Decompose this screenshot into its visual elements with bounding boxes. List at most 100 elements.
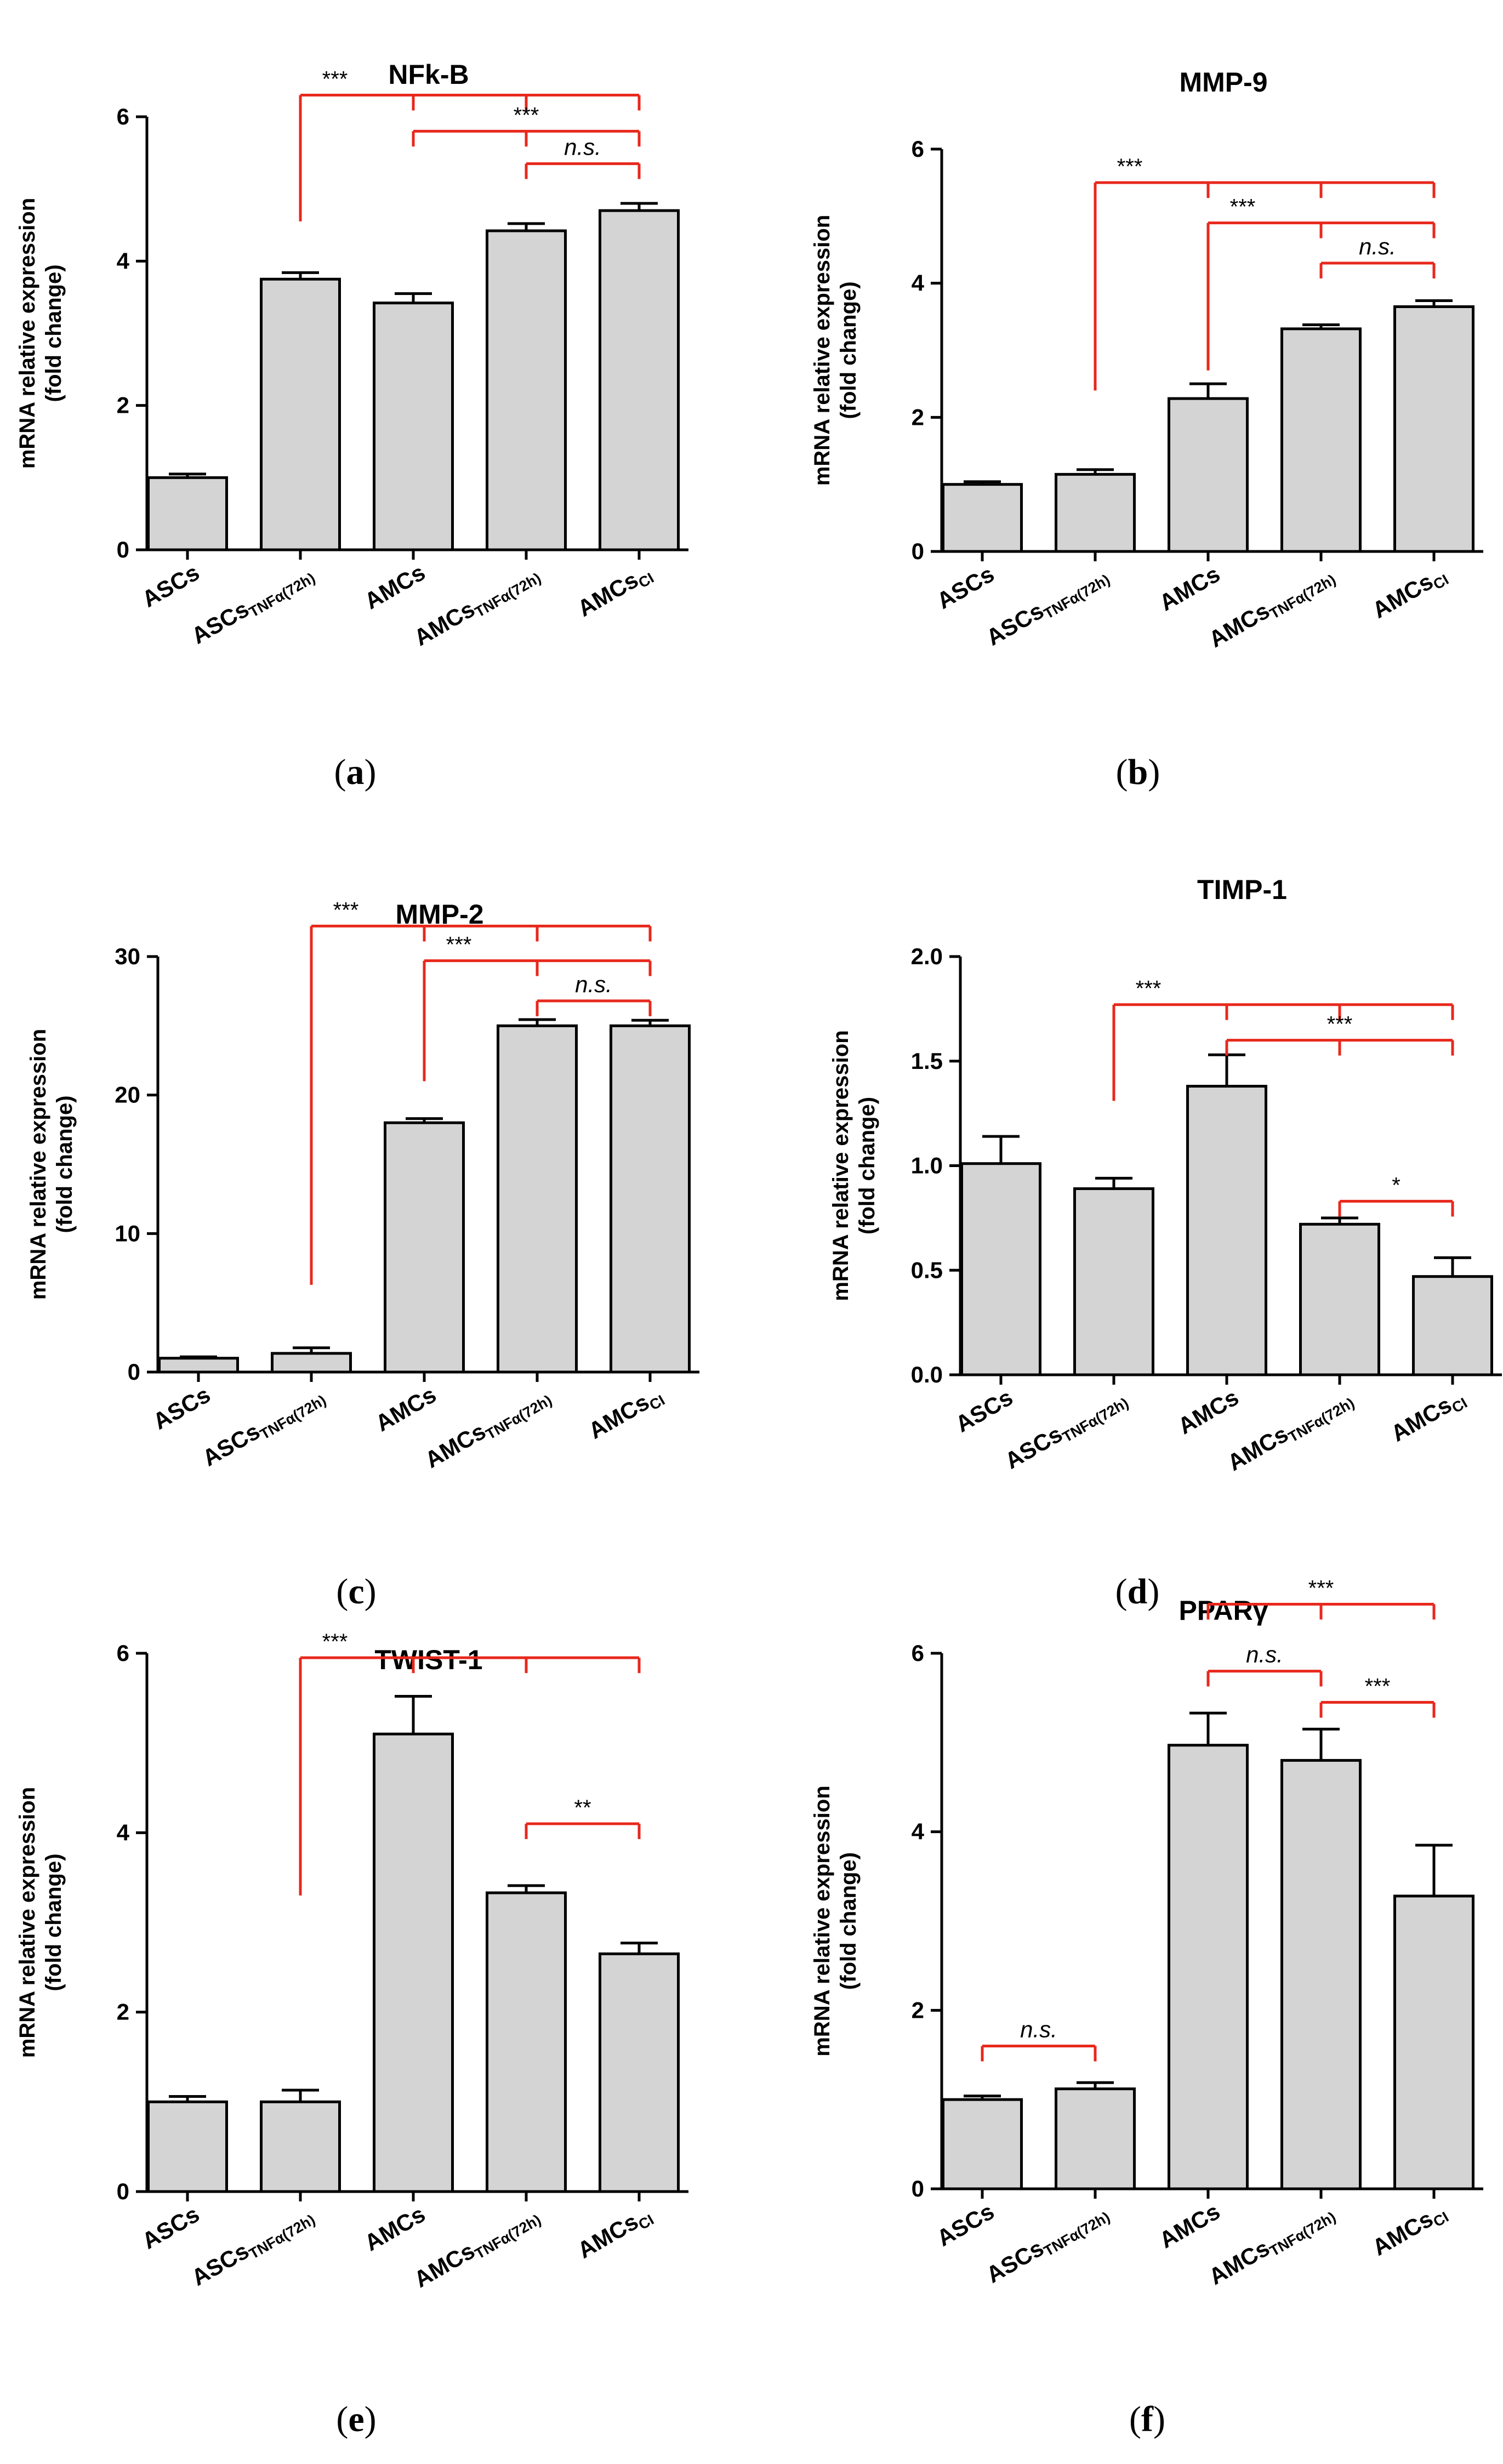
x-category-text: AMCsCI [1368,2198,1451,2263]
x-category-text: ASCsTNFα(72h) [1000,1384,1131,1476]
x-category-text: AMCsCI [573,2201,657,2266]
panel-letter: f [1141,2399,1154,2439]
y-axis-label: mRNA relative expression (fold change) [15,1787,66,2058]
bar [599,209,680,551]
x-category-text: AMCs [1174,1384,1243,1439]
significance-bracket: *** [310,898,652,1285]
bar [373,301,454,551]
category-main: AMCs [1155,561,1225,616]
bar [260,2100,341,2193]
category-subscript: TNFα(72h) [246,2211,318,2262]
bar [599,1952,680,2193]
significance-bracket: *** [1112,977,1454,1101]
chart-title: TIMP-1 [1197,874,1287,905]
chart-title: MMP-9 [1179,67,1267,98]
panel-letter-label: (b) [1116,752,1160,792]
panel-b: MMP-9 mRNA relative expression (fold chang… [810,67,1483,792]
category-main: ASCs [1000,1421,1067,1474]
category-main: AMCs [420,1418,490,1473]
x-category-label: ASCs [138,559,204,612]
bar [384,1121,465,1374]
bar [147,2100,228,2193]
x-category-label: ASCs [932,561,999,614]
category-main: ASCs [138,2201,204,2254]
category-main: AMCs [1368,2206,1438,2261]
bar [1393,305,1474,553]
category-subscript: TNFα(72h) [483,1392,555,1443]
y-tick-label: 4 [912,270,925,296]
x-category-label: AMCs [1174,1384,1243,1439]
category-subscript: TNFα(72h) [257,1392,329,1443]
significance-label: *** [1365,1675,1391,1699]
x-category-text: ASCsTNFα(72h) [982,561,1113,653]
x-category-text: AMCsTNFα(72h) [1204,2198,1339,2292]
significance-bracket: n.s. [536,971,652,1016]
x-category-label: AMCsTNFα(72h) [409,2211,544,2292]
category-main: AMCs [409,596,479,651]
category-main: ASCs [149,1381,215,1435]
bar [158,1357,239,1374]
significance-label: ** [574,1796,591,1820]
bar [486,1891,567,2193]
bar [610,1024,691,1374]
x-category-text: ASCsTNFα(72h) [187,559,318,651]
category-main: ASCs [932,2198,999,2251]
significance-label: *** [1230,195,1256,219]
category-subscript: TNFα(72h) [1060,1395,1131,1446]
y-axis-label: mRNA relative expression (fold change) [26,1029,77,1300]
category-main: AMCs [1174,1384,1243,1439]
significance-label: *** [1308,1576,1334,1600]
x-category-label: AMCsCI [1368,568,1451,623]
category-main: AMCs [1368,568,1438,623]
y-axis-label: mRNA relative expression (fold change) [810,1785,861,2056]
y-tick-label: 4 [117,248,130,274]
bar [1168,397,1249,553]
y-tick-label: 0.0 [911,1362,943,1387]
category-main: ASCs [138,559,204,612]
x-category-label: ASCsTNFα(72h) [1000,1384,1131,1476]
x-category-label: ASCsTNFα(72h) [982,561,1113,653]
bar [1186,1085,1267,1376]
y-tick-label: 2 [117,1999,129,2025]
x-category-label: AMCsCI [573,2201,657,2266]
y-axis-label-line-2: (fold change) [42,264,66,402]
panel-letter: d [1128,1572,1148,1612]
x-category-label: AMCsCI [1368,2198,1451,2263]
category-main: AMCs [1223,1421,1293,1476]
x-category-label: AMCs [371,1381,441,1436]
bar [260,277,341,551]
significance-label: *** [1327,1012,1353,1037]
panel-letter: a [346,752,365,792]
panel-letter-label: (e) [336,2399,376,2439]
category-main: ASCs [187,596,253,649]
x-category-text: ASCs [932,561,999,614]
x-category-text: AMCsCI [1387,1384,1470,1449]
y-tick-label: 0 [117,537,129,562]
y-tick-label: 0 [912,538,924,564]
significance-bracket: *** [423,933,652,1082]
y-tick-label: 4 [117,1819,130,1845]
significance-label: *** [514,103,539,127]
x-category-label: ASCsTNFα(72h) [187,2211,318,2290]
significance-label: n.s. [575,971,612,997]
significance-bracket: *** [1206,1576,1436,1620]
significance-bracket: *** [1319,1675,1436,1718]
category-main: AMCs [1155,2198,1225,2253]
x-category-label: ASCs [951,1384,1017,1437]
x-category-label: AMCsTNFα(72h) [420,1392,555,1473]
bar [497,1024,578,1374]
significance-label: * [1392,1173,1400,1197]
x-category-text: AMCs [1155,561,1225,616]
bar [486,229,567,551]
chart-title: PPARγ [1179,1595,1268,1626]
y-tick-label: 6 [912,1640,924,1666]
x-category-label: AMCsTNFα(72h) [1223,1395,1357,1476]
category-main: AMCs [573,2209,643,2263]
significance-bracket: * [1338,1173,1454,1217]
significance-label: *** [322,67,348,92]
y-axis-label-line-1: mRNA relative expression [15,198,39,469]
y-axis-label-line-1: mRNA relative expression [26,1029,50,1300]
significance-bracket: *** [1206,195,1436,371]
y-tick-label: 10 [115,1220,140,1246]
